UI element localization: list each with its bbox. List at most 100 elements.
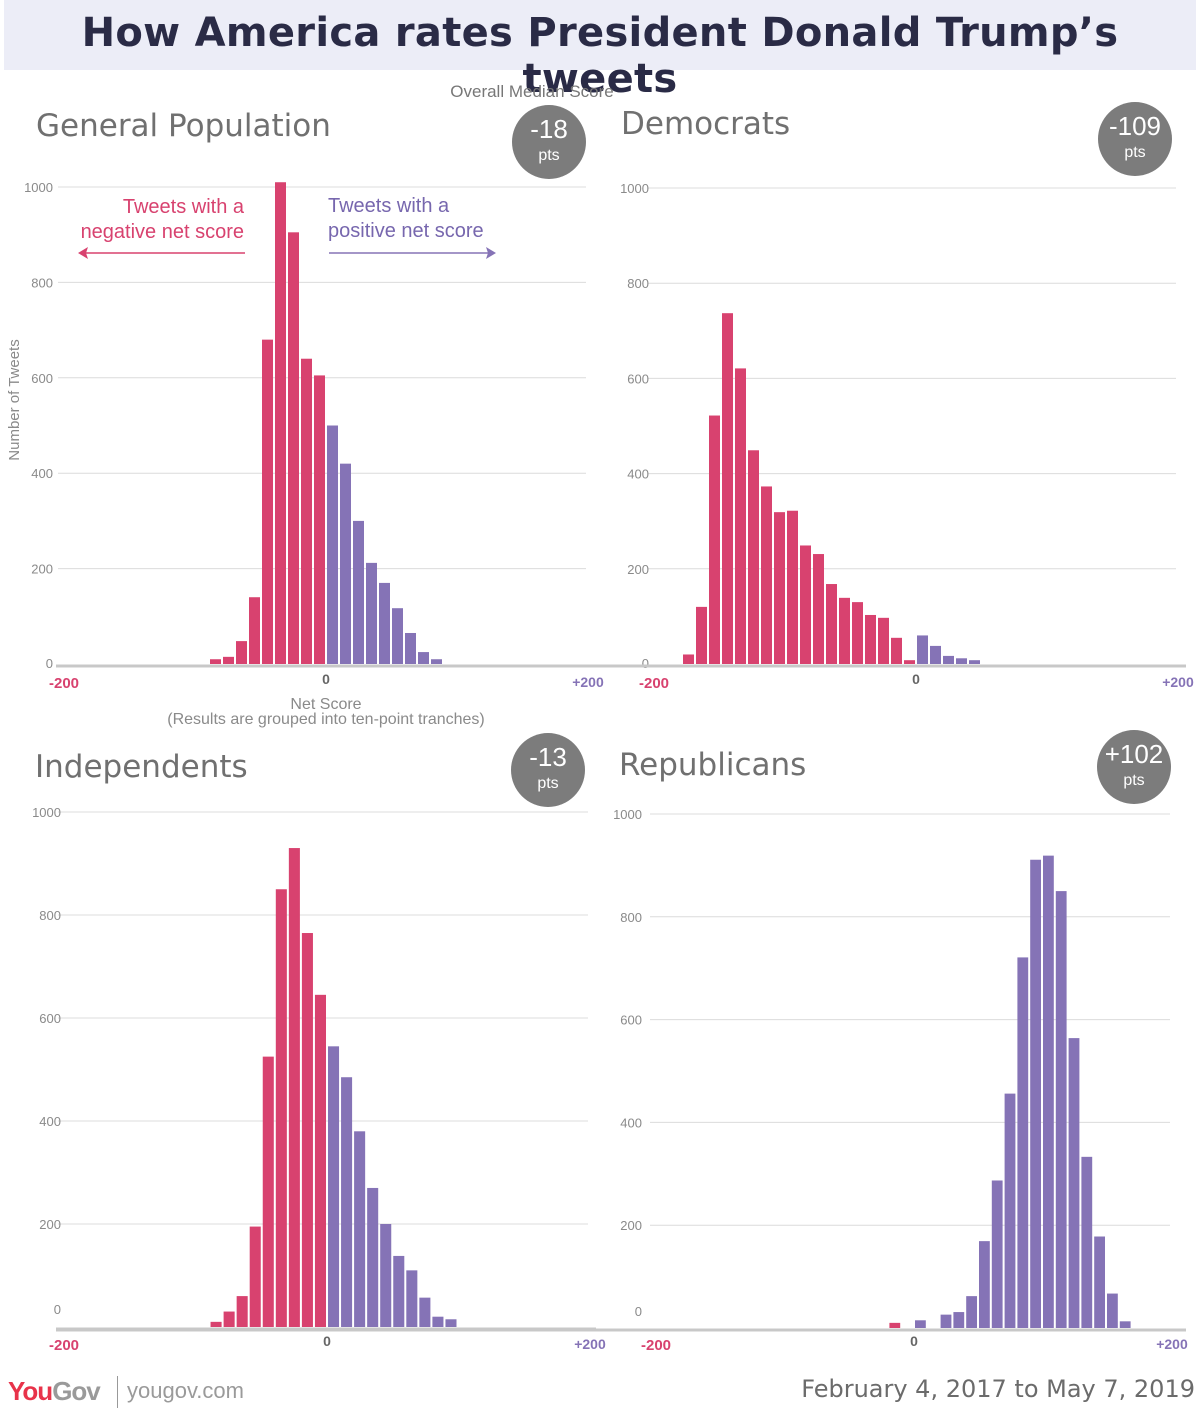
x-tick-label: +200 [1162,674,1194,690]
y-tick-label: 0 [54,1302,61,1317]
median-badge-republicans: +102 pts [1097,730,1171,804]
x-tick-label: -200 [639,675,669,692]
histogram-bar [275,889,287,1327]
yougov-logo: YouGov [8,1376,101,1406]
histogram-bar [852,602,863,664]
histogram-bar [418,652,429,664]
y-axis-title: Number of Tweets [6,339,23,460]
negative-score-annotation: Tweets with a negative net score [40,195,244,245]
title-banner [4,0,1196,70]
histogram-bar [735,368,746,664]
median-unit: pts [1124,144,1146,161]
median-value: -18 [530,114,568,144]
histogram-bar [340,463,351,664]
histogram-bar [314,994,326,1327]
histogram-bar [406,1270,418,1327]
histogram-bar [288,848,300,1327]
histogram-bar [966,1296,977,1328]
histogram-bar [1055,891,1067,1328]
y-tick-label: 0 [635,1304,642,1319]
histogram-bar [800,545,811,664]
histogram-bar [889,1322,901,1328]
median-value: +102 [1104,739,1164,769]
negative-arrow-head [78,247,88,259]
positive-arrow-head [486,247,496,259]
y-tick-label: 400 [39,1114,61,1129]
y-tick-label: 200 [39,1217,61,1232]
negative-annotation-line-2: negative net score [80,221,244,243]
histogram-bar [1094,1236,1105,1328]
x-tick-label: -200 [641,1337,671,1354]
y-tick-label: 600 [620,1013,642,1028]
histogram-bar [709,415,720,664]
histogram-bar [904,660,915,664]
y-tick-label: 0 [46,656,53,671]
histogram-bar [1081,1156,1093,1328]
histogram-bar [683,654,694,664]
panel-title-republicans: Republicans [619,747,807,783]
histogram-bar [696,606,707,664]
y-tick-label: 800 [39,908,61,923]
histogram-bar [940,1314,952,1328]
panel-title-general: General Population [36,108,331,144]
y-tick-label: 400 [627,467,649,482]
histogram-bar [210,659,221,664]
histogram-bar [367,1187,379,1327]
histogram-bar [392,608,403,664]
median-unit: pts [537,775,559,792]
median-badge-general: -18 pts [512,105,586,179]
panel-title-democrats: Democrats [621,106,791,142]
histogram-bar [445,1319,457,1327]
histogram-bar [419,1297,431,1327]
histogram-bar [722,313,733,664]
median-value: -13 [529,742,567,772]
histogram-bar [774,512,785,664]
histogram-bar [1017,957,1029,1328]
histogram-bar [341,1077,353,1327]
histogram-bar [262,1056,274,1327]
histogram-bar [301,933,313,1327]
median-value: -109 [1108,111,1162,141]
histogram-bar [787,510,798,664]
positive-annotation-line-1: Tweets with a [328,195,450,217]
y-tick-label: 800 [627,276,649,291]
footer-url[interactable]: yougov.com [127,1378,244,1403]
y-tick-label: 400 [31,466,53,481]
x-tick-label: 0 [322,671,330,687]
x-tick-label: +200 [572,674,604,690]
histogram-bar [262,339,273,664]
histogram-bar [878,617,889,664]
y-tick-label: 0 [642,656,649,671]
x-axis-title: Net Score [290,696,361,713]
histogram-bar [1107,1293,1118,1328]
y-tick-label: 1000 [620,181,649,196]
median-unit: pts [538,147,560,164]
x-tick-label: +200 [1156,1336,1188,1352]
histogram-bar [1119,1321,1131,1328]
histogram-bar [223,1311,235,1327]
x-tick-label: +200 [574,1336,606,1352]
histogram-bar [249,1226,261,1327]
page-title: How America rates President Donald Trump… [81,10,1119,102]
histogram-bar [380,1224,392,1327]
histogram-bar [956,658,967,664]
histogram-bar [405,632,416,664]
histogram-bar [249,597,260,664]
histogram-bar [301,358,312,664]
histogram-bar [366,562,377,664]
x-tick-label: -200 [49,675,79,692]
histogram-bar [826,584,837,664]
histogram-bar [915,1320,926,1328]
panel-title-independents: Independents [35,749,248,785]
histogram-bar [431,659,442,664]
y-tick-label: 200 [620,1218,642,1233]
histogram-bar [236,641,247,664]
histogram-bar [327,425,338,664]
median-badge-democrats: -109 pts [1098,102,1172,176]
histogram-bar [288,232,299,664]
median-badge-independents: -13 pts [511,733,585,807]
histogram-bar [930,645,941,664]
positive-annotation-line-2: positive net score [328,220,484,242]
histogram-bar [236,1296,248,1327]
